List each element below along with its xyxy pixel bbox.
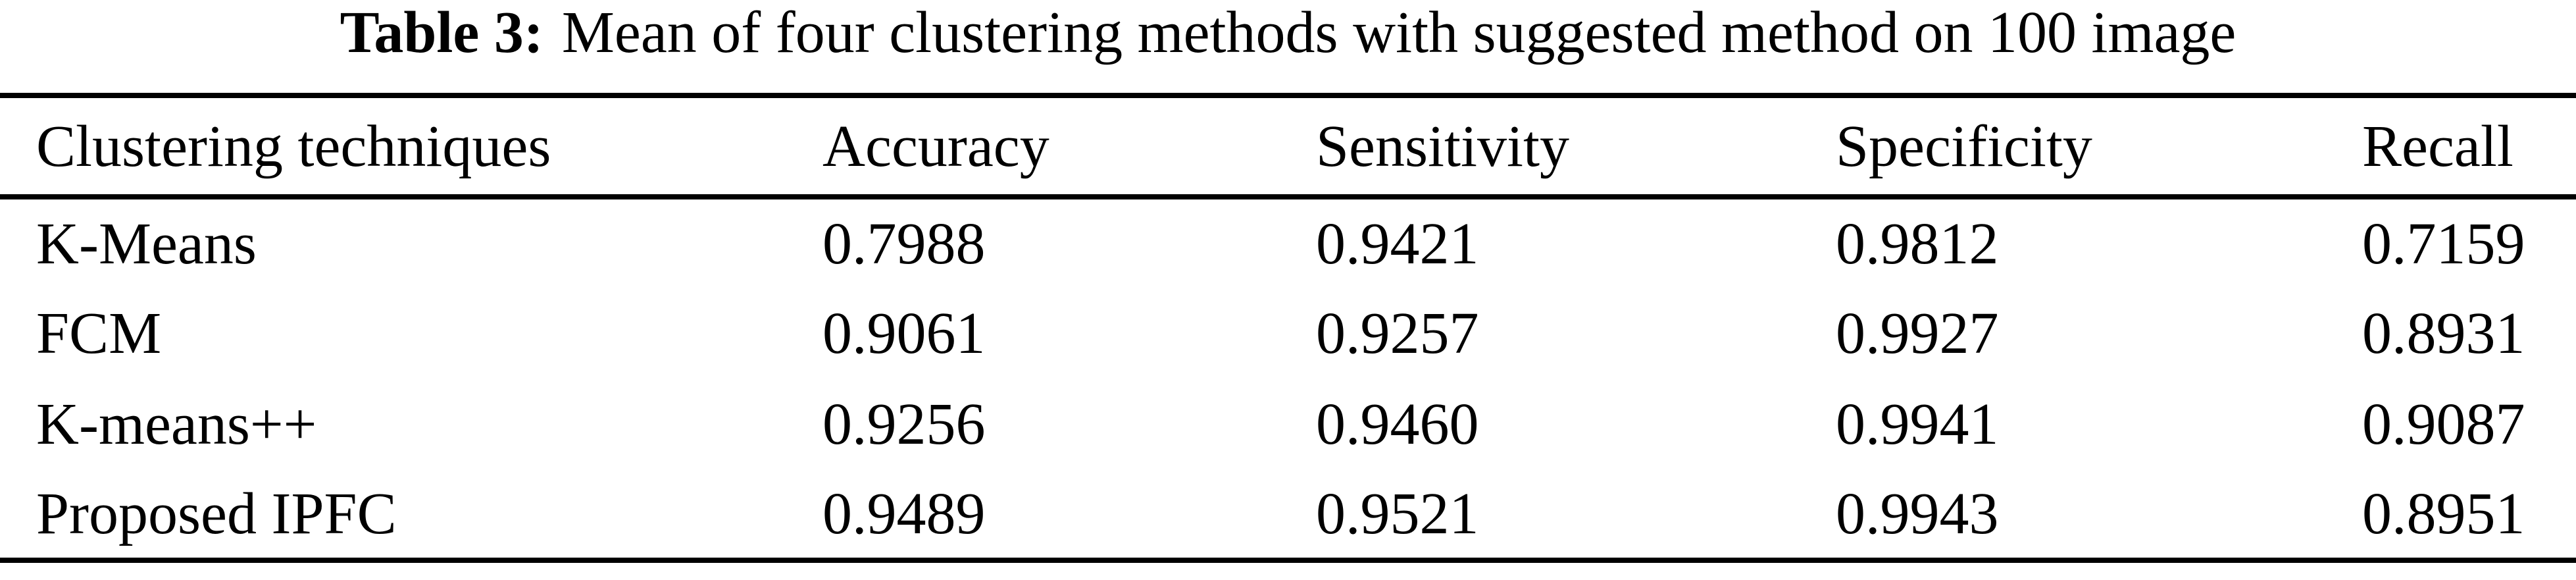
header-accuracy: Accuracy xyxy=(822,113,1049,179)
specificity-cell: 0.9812 xyxy=(1836,211,1999,277)
sensitivity-cell: 0.9421 xyxy=(1316,211,1479,277)
specificity-cell: 0.9927 xyxy=(1836,300,1999,366)
table-caption-text: Mean of four clustering methods with sug… xyxy=(561,0,2236,65)
accuracy-cell: 0.7988 xyxy=(822,211,986,277)
technique-name-cell: Proposed IPFC xyxy=(36,481,397,546)
recall-cell: 0.7159 xyxy=(2362,211,2525,277)
accuracy-cell: 0.9489 xyxy=(822,481,986,546)
sensitivity-cell: 0.9460 xyxy=(1316,391,1479,457)
table-row: K-means++ 0.9256 0.9460 0.9941 0.9087 xyxy=(0,379,2576,469)
accuracy-cell: 0.9256 xyxy=(822,391,986,457)
table-row: Proposed IPFC 0.9489 0.9521 0.9943 0.895… xyxy=(0,469,2576,560)
specificity-cell: 0.9941 xyxy=(1836,391,1999,457)
header-sensitivity: Sensitivity xyxy=(1316,113,1570,179)
table-header: Clustering techniques Accuracy Sensitivi… xyxy=(0,95,2576,197)
specificity-cell: 0.9943 xyxy=(1836,481,1999,546)
header-clustering-techniques: Clustering techniques xyxy=(36,113,551,179)
technique-name-cell: FCM xyxy=(36,300,162,366)
recall-cell: 0.8951 xyxy=(2362,481,2525,546)
table-caption-label: Table 3: xyxy=(340,0,543,65)
header-recall: Recall xyxy=(2362,113,2513,179)
accuracy-cell: 0.9061 xyxy=(822,300,986,366)
sensitivity-cell: 0.9257 xyxy=(1316,300,1479,366)
recall-cell: 0.8931 xyxy=(2362,300,2525,366)
table-body: K-Means 0.7988 0.9421 0.9812 0.7159 FCM … xyxy=(0,197,2576,560)
table-row: K-Means 0.7988 0.9421 0.9812 0.7159 xyxy=(0,197,2576,288)
technique-name-cell: K-Means xyxy=(36,211,257,277)
header-specificity: Specificity xyxy=(1836,113,2092,179)
table-caption: Table 3: Mean of four clustering methods … xyxy=(0,0,2576,66)
results-table: Clustering techniques Accuracy Sensitivi… xyxy=(0,93,2576,563)
technique-name-cell: K-means++ xyxy=(36,391,317,457)
sensitivity-cell: 0.9521 xyxy=(1316,481,1479,546)
header-row: Clustering techniques Accuracy Sensitivi… xyxy=(0,95,2576,197)
table-row: FCM 0.9061 0.9257 0.9927 0.8931 xyxy=(0,288,2576,379)
recall-cell: 0.9087 xyxy=(2362,391,2525,457)
